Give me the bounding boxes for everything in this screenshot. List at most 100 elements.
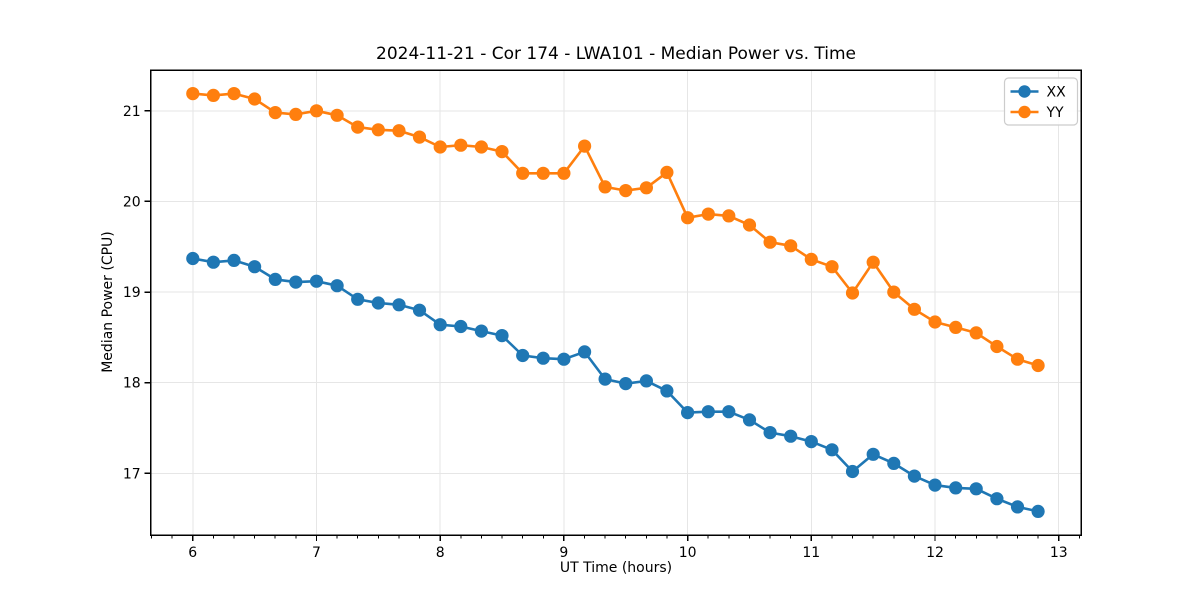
x-tick-label: 7 (312, 545, 321, 561)
y-tick-label: 21 (123, 104, 141, 120)
data-point-yy[interactable] (578, 139, 592, 153)
data-point-yy[interactable] (949, 320, 963, 334)
data-point-yy[interactable] (784, 239, 798, 253)
data-point-xx[interactable] (681, 406, 695, 420)
data-point-xx[interactable] (392, 298, 406, 312)
data-point-xx[interactable] (742, 413, 757, 427)
data-point-yy[interactable] (1031, 358, 1045, 373)
data-point-xx[interactable] (268, 272, 282, 286)
data-point-yy[interactable] (598, 180, 612, 194)
data-point-yy[interactable] (804, 252, 818, 266)
data-point-xx[interactable] (825, 443, 839, 457)
series-yy (186, 87, 1045, 373)
data-point-yy[interactable] (990, 339, 1004, 354)
data-point-yy[interactable] (536, 166, 550, 180)
data-point-yy[interactable] (371, 123, 385, 137)
data-point-xx[interactable] (454, 319, 468, 334)
data-point-yy[interactable] (392, 124, 406, 138)
data-point-xx[interactable] (887, 456, 901, 470)
data-point-xx[interactable] (371, 296, 385, 310)
data-point-yy[interactable] (289, 107, 303, 121)
data-point-yy[interactable] (619, 184, 633, 198)
x-axis: 6 7 8 9 10 11 12 13 (151, 535, 1080, 561)
data-point-xx[interactable] (536, 351, 550, 365)
data-point-yy[interactable] (351, 120, 365, 134)
data-point-yy[interactable] (866, 255, 880, 269)
data-point-xx[interactable] (949, 481, 963, 495)
data-point-yy[interactable] (454, 138, 468, 152)
data-point-xx[interactable] (804, 435, 818, 449)
data-point-xx[interactable] (186, 251, 200, 266)
data-point-yy[interactable] (412, 130, 427, 144)
data-point-xx[interactable] (990, 492, 1004, 506)
data-point-xx[interactable] (784, 429, 798, 443)
data-point-xx[interactable] (1031, 504, 1045, 518)
x-tick-label: 9 (559, 545, 568, 561)
data-point-xx[interactable] (289, 275, 303, 289)
data-point-xx[interactable] (969, 482, 983, 496)
data-point-xx[interactable] (495, 329, 509, 343)
data-point-xx[interactable] (516, 348, 530, 363)
data-point-xx[interactable] (722, 405, 736, 419)
data-point-yy[interactable] (186, 87, 200, 101)
y-axis: 17 18 19 20 21 (123, 104, 151, 482)
data-point-xx[interactable] (351, 292, 365, 306)
data-point-yy[interactable] (206, 88, 220, 102)
data-point-xx[interactable] (330, 279, 344, 293)
data-point-xx[interactable] (639, 374, 654, 388)
legend-marker-sample (1018, 85, 1031, 98)
y-tick-label: 19 (123, 285, 141, 301)
data-point-yy[interactable] (928, 315, 942, 329)
data-point-xx[interactable] (845, 464, 860, 479)
data-point-yy[interactable] (1010, 352, 1025, 366)
data-point-yy[interactable] (474, 140, 488, 154)
data-point-yy[interactable] (639, 181, 654, 195)
data-point-yy[interactable] (433, 140, 447, 154)
data-point-xx[interactable] (433, 318, 447, 332)
legend-item-xx[interactable]: XX (1010, 85, 1067, 101)
data-point-xx[interactable] (866, 447, 880, 461)
data-point-yy[interactable] (681, 211, 695, 225)
data-point-xx[interactable] (660, 384, 674, 398)
data-point-yy[interactable] (495, 145, 509, 159)
data-point-yy[interactable] (268, 106, 282, 120)
data-point-xx[interactable] (412, 303, 427, 317)
data-point-xx[interactable] (474, 324, 488, 338)
data-point-xx[interactable] (701, 405, 715, 419)
data-point-xx[interactable] (248, 260, 262, 274)
data-point-yy[interactable] (825, 260, 839, 274)
axes-spines (149, 69, 1082, 536)
data-point-yy[interactable] (845, 286, 860, 300)
data-point-yy[interactable] (227, 87, 241, 101)
x-tick-label: 12 (926, 545, 944, 561)
data-point-xx[interactable] (907, 469, 922, 483)
data-point-xx[interactable] (578, 345, 592, 359)
data-point-yy[interactable] (701, 207, 715, 221)
legend: XX YY (1003, 77, 1079, 126)
legend-box (1003, 77, 1079, 126)
data-point-yy[interactable] (557, 166, 571, 180)
data-point-xx[interactable] (763, 426, 777, 440)
data-point-yy[interactable] (907, 302, 922, 316)
legend-item-yy[interactable]: YY (1010, 105, 1065, 121)
data-point-yy[interactable] (248, 92, 262, 106)
data-point-yy[interactable] (969, 326, 983, 340)
data-point-yy[interactable] (330, 108, 344, 122)
data-point-xx[interactable] (598, 372, 612, 386)
y-tick-label: 18 (123, 376, 141, 392)
data-point-xx[interactable] (1010, 500, 1025, 514)
data-point-yy[interactable] (660, 165, 674, 179)
data-point-xx[interactable] (227, 253, 241, 267)
data-point-yy[interactable] (516, 166, 530, 180)
data-point-xx[interactable] (206, 255, 220, 269)
data-point-xx[interactable] (619, 377, 633, 391)
data-point-xx[interactable] (309, 274, 324, 288)
data-point-xx[interactable] (557, 352, 571, 366)
data-point-xx[interactable] (928, 478, 942, 492)
data-point-yy[interactable] (742, 218, 757, 232)
data-point-yy[interactable] (722, 209, 736, 223)
data-point-yy[interactable] (763, 235, 777, 249)
data-point-yy[interactable] (309, 104, 324, 118)
y-tick-label: 20 (123, 194, 141, 210)
data-point-yy[interactable] (887, 285, 901, 299)
